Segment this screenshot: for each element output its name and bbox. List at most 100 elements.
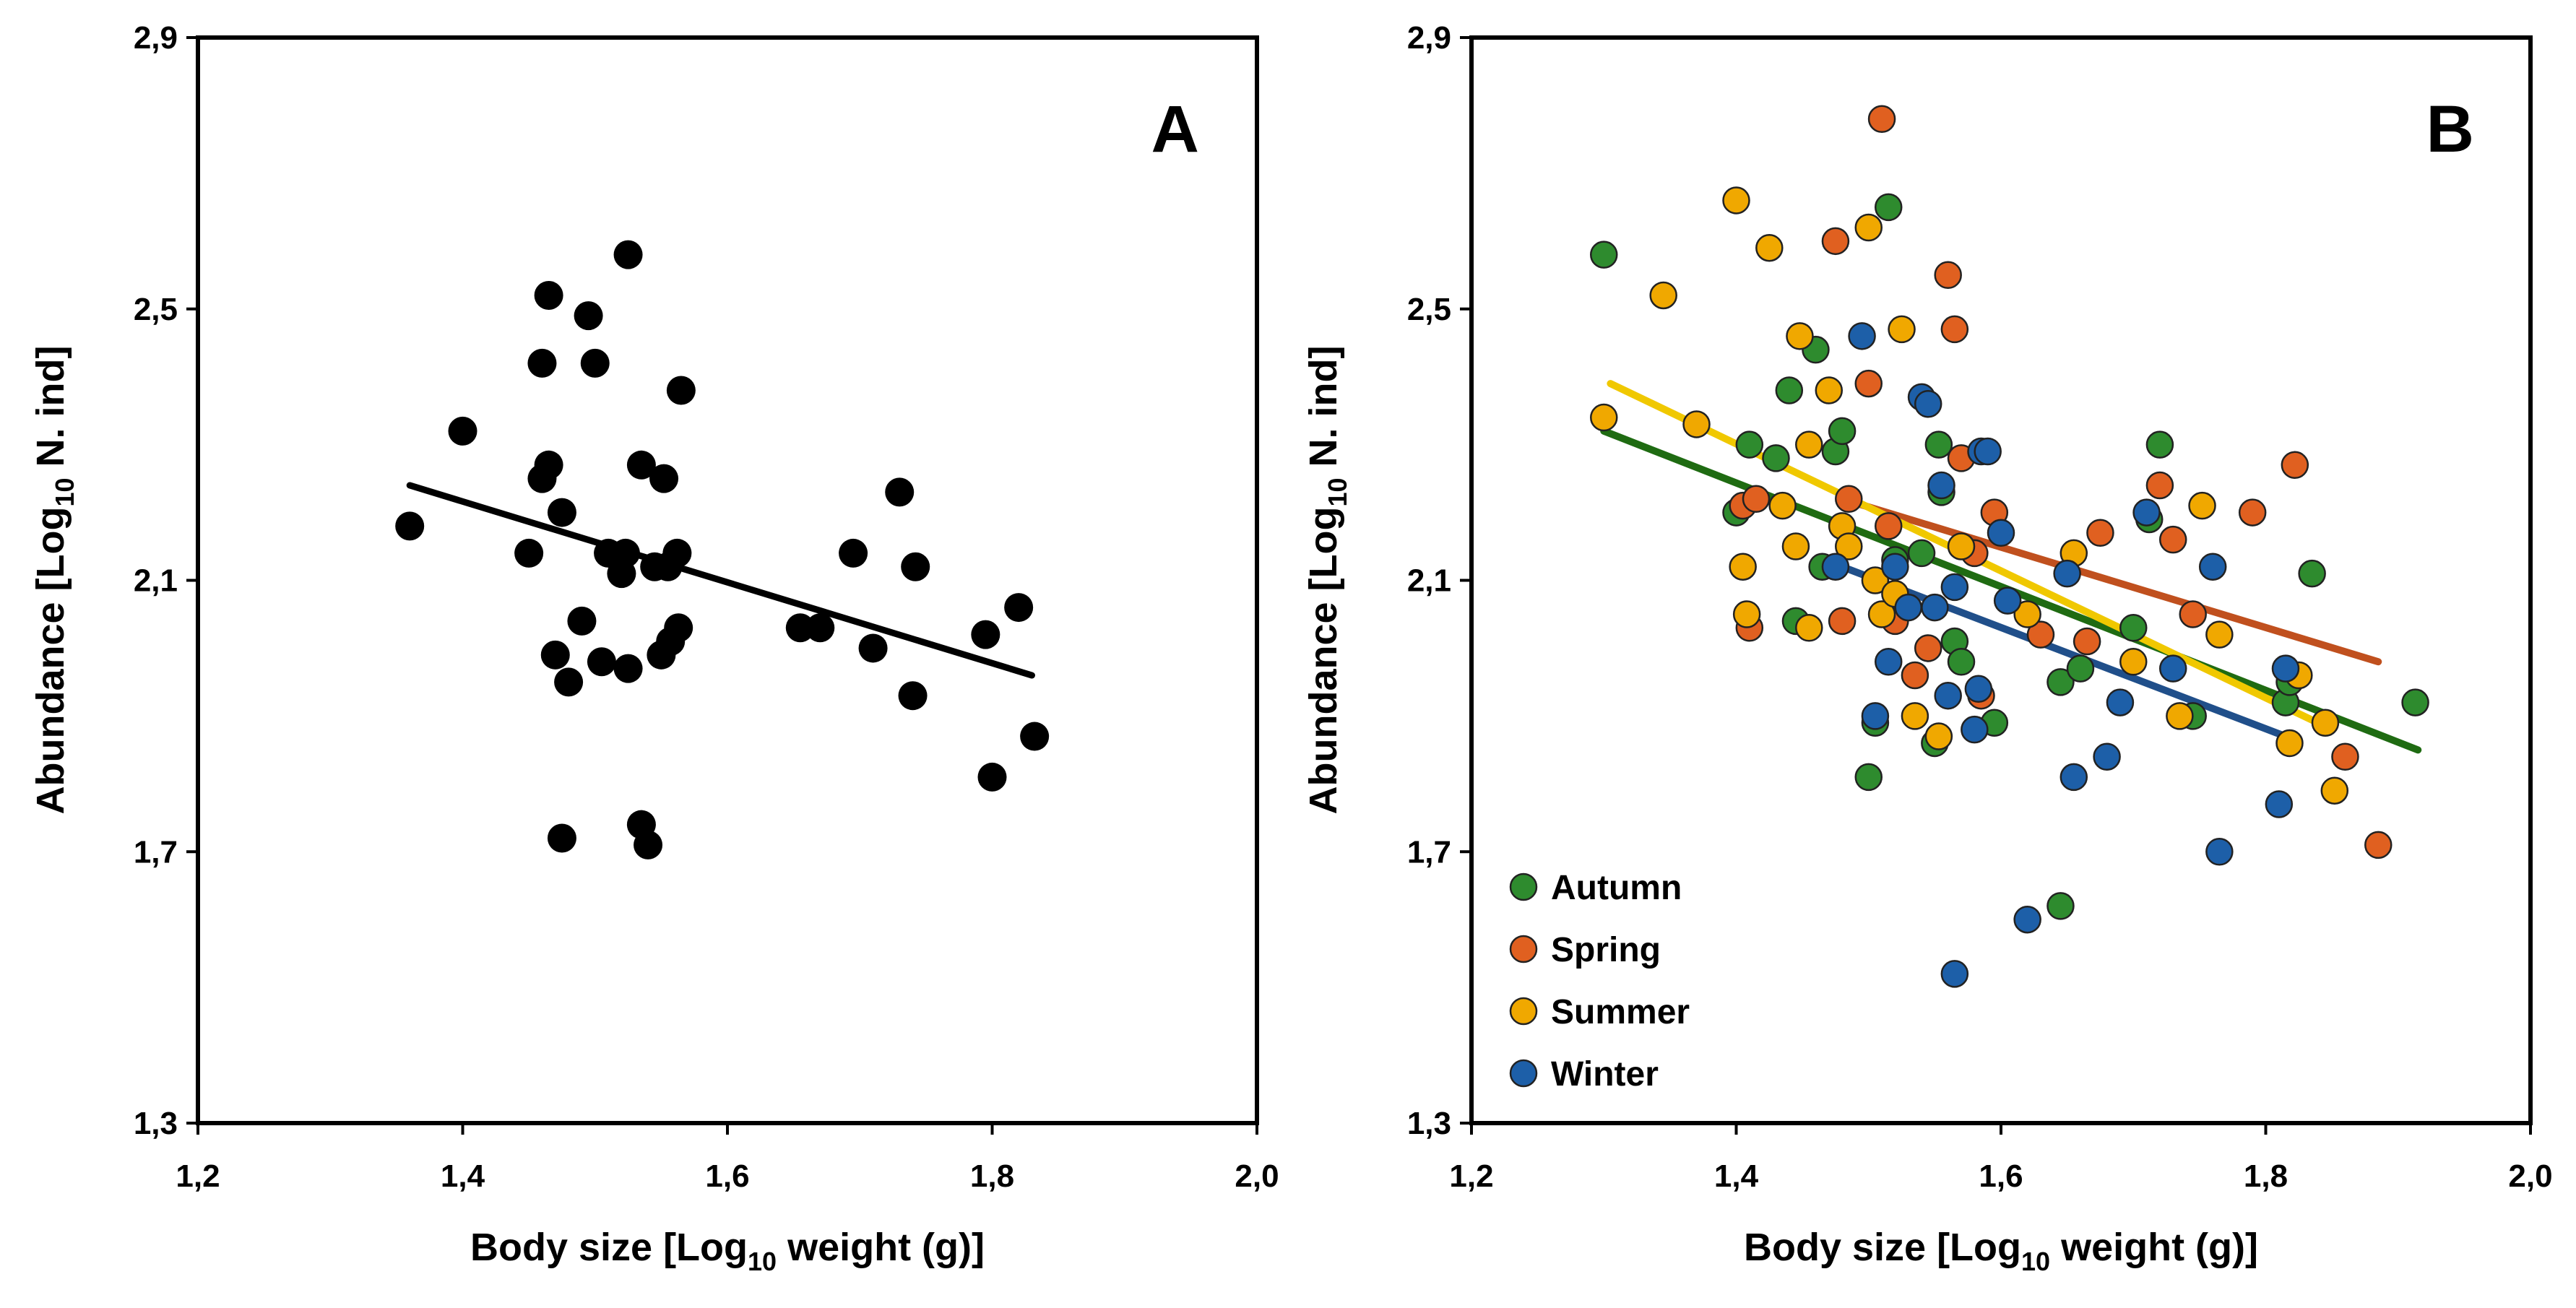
fit-line-winter xyxy=(1838,563,2289,740)
data-point-autumn xyxy=(1854,763,1883,792)
panel-a: 1,2 1,4 1,6 1,8 2,0 1,3 1,7 2,1 2,5 2,9 A Body s… xyxy=(29,20,1279,1276)
data-point-summer xyxy=(1729,553,1757,581)
data-point-spring xyxy=(2238,498,2267,527)
y-tick-label: 1,3 xyxy=(1407,1106,1451,1141)
data-point-autumn xyxy=(1828,417,1857,446)
data-point-winter xyxy=(2059,763,2088,792)
data-point xyxy=(580,348,610,378)
panel-a-x-title-suffix: weight (g)] xyxy=(777,1226,985,1269)
data-point xyxy=(664,613,693,643)
data-point-spring xyxy=(1742,485,1771,514)
data-point-summer xyxy=(1755,233,1784,262)
data-point-winter xyxy=(2205,838,2234,866)
data-point-winter xyxy=(2093,742,2121,771)
data-point-spring xyxy=(2364,831,2393,859)
data-point xyxy=(587,647,616,677)
panel-b-y-title-prefix: Abundance [Log xyxy=(1302,507,1345,815)
panel-b-y-axis-title: Abundance [Log10 N. ind] xyxy=(1302,346,1352,815)
data-point-autumn xyxy=(1735,430,1764,459)
data-point-winter xyxy=(2271,654,2300,683)
data-point-summer xyxy=(1815,376,1844,404)
panel-a-letter: A xyxy=(1151,92,1199,166)
data-point-spring xyxy=(1821,227,1850,256)
data-point-summer xyxy=(1888,315,1916,344)
data-point-summer xyxy=(1901,702,1929,730)
data-point-winter xyxy=(1940,960,1969,988)
data-point-winter xyxy=(1927,471,1955,500)
panel-b-y-ticks: 1,3 1,7 2,1 2,5 2,9 xyxy=(1407,20,1471,1141)
data-point-summer xyxy=(1786,322,1814,350)
data-point-summer xyxy=(1732,600,1761,628)
panel-a-x-axis-title: Body size [Log10 weight (g)] xyxy=(470,1226,985,1276)
data-point xyxy=(805,613,835,643)
data-point-spring xyxy=(1914,634,1942,662)
data-point-autumn xyxy=(1924,430,1953,459)
y-tick-label: 2,5 xyxy=(1407,292,1451,327)
data-point-winter xyxy=(1940,573,1969,602)
data-point-summer xyxy=(1781,532,1810,560)
data-point-spring xyxy=(1901,661,1929,690)
x-tick-label: 1,6 xyxy=(1979,1158,2023,1194)
data-point-summer xyxy=(1682,410,1711,438)
y-tick-label: 2,1 xyxy=(134,563,178,599)
x-tick-label: 1,6 xyxy=(705,1158,749,1194)
data-point xyxy=(626,450,656,480)
data-point-winter xyxy=(2106,688,2135,716)
data-point-winter xyxy=(1874,647,1903,676)
data-point-winter xyxy=(2132,498,2161,527)
data-point-winter xyxy=(2158,654,2187,683)
fit-line-spring xyxy=(1838,495,2382,666)
data-point-winter xyxy=(1821,553,1850,581)
data-point xyxy=(858,633,888,663)
data-point xyxy=(448,416,477,446)
panel-a-y-title-prefix: Abundance [Log xyxy=(29,507,72,815)
data-point-spring xyxy=(1940,315,1969,344)
data-point-winter xyxy=(2013,905,2041,934)
legend-label-autumn: Autumn xyxy=(1551,869,1682,907)
data-point-autumn xyxy=(1775,376,1804,404)
panel-a-y-axis-title: Abundance [Log10 N. ind] xyxy=(29,346,79,815)
data-point xyxy=(613,240,643,269)
legend-marker-autumn xyxy=(1509,872,1538,901)
legend-marker-spring xyxy=(1509,935,1538,963)
data-point-autumn xyxy=(1947,647,1976,676)
data-point-summer xyxy=(1590,403,1618,432)
data-point xyxy=(634,830,663,859)
data-point-summer xyxy=(2320,776,2349,805)
data-point-autumn xyxy=(1762,444,1790,472)
data-point-winter xyxy=(1934,681,1962,710)
data-point xyxy=(527,348,557,378)
data-point-winter xyxy=(1993,586,2022,615)
panel-a-y-title-sub: 10 xyxy=(50,477,79,506)
data-point-spring xyxy=(2331,742,2359,771)
x-tick-label: 2,0 xyxy=(1235,1158,1279,1194)
data-point-winter xyxy=(2265,790,2294,818)
data-point-winter xyxy=(1894,593,1922,622)
data-point-spring xyxy=(2086,519,2114,547)
data-point-summer xyxy=(1861,566,1890,594)
panel-b-x-axis-title: Body size [Log10 weight (g)] xyxy=(1744,1226,2258,1276)
data-point-winter xyxy=(1921,593,1949,622)
x-tick-label: 1,8 xyxy=(2244,1158,2288,1194)
data-point xyxy=(1004,593,1034,623)
data-point xyxy=(395,511,425,541)
data-point-spring xyxy=(2073,627,2101,656)
panel-a-y-title-suffix: N. ind] xyxy=(29,346,72,478)
data-point-summer xyxy=(1947,532,1976,560)
legend-marker-summer xyxy=(1509,997,1538,1026)
data-point-autumn xyxy=(1590,241,1618,269)
x-tick-label: 1,8 xyxy=(970,1158,1014,1194)
data-point xyxy=(649,464,679,493)
legend-label-winter: Winter xyxy=(1551,1055,1659,1093)
data-point-autumn xyxy=(2119,614,2148,642)
data-point-summer xyxy=(1867,600,1896,628)
data-point xyxy=(901,552,930,581)
data-point-summer xyxy=(2166,702,2194,730)
data-point xyxy=(662,538,692,568)
data-point xyxy=(977,762,1007,792)
data-point-spring xyxy=(2179,600,2207,628)
data-point-winter xyxy=(1881,553,1909,581)
data-point xyxy=(971,620,1000,649)
data-point-winter xyxy=(1987,519,2015,547)
